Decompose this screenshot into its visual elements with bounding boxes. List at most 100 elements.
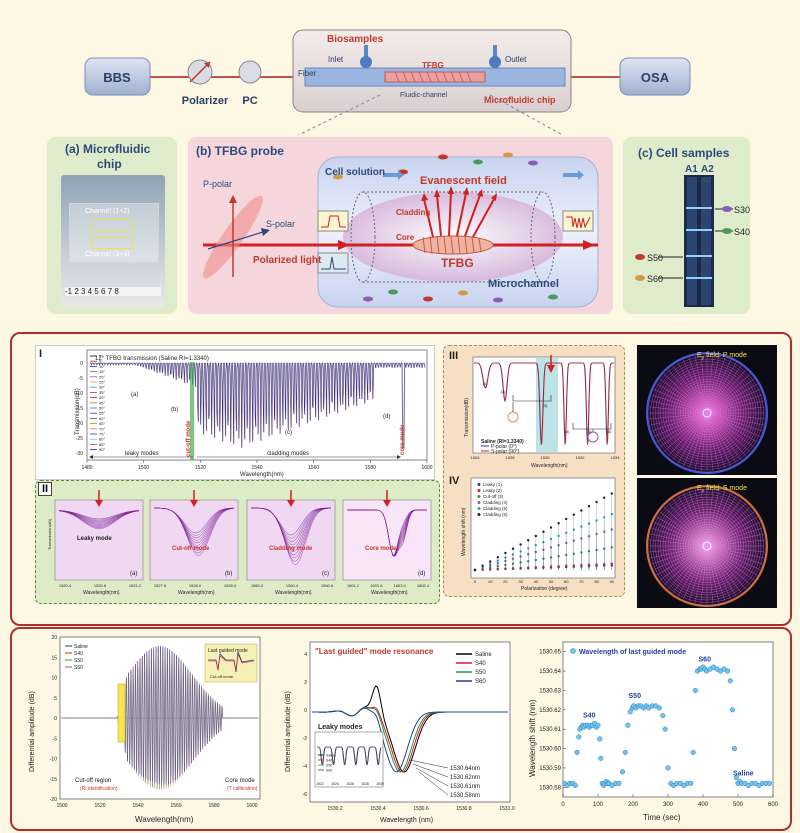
cutoff-region-sub: (RI identification) [80,786,118,792]
scatter-point [660,713,666,719]
scatter-ytick: 1530.61 [539,727,561,733]
scatter-xtick: 200 [628,802,639,808]
p1-legend-label: 85° [99,442,105,447]
microfluidic-chip-label: Microfluidic chip [484,95,556,105]
lg-ytick: -4 [303,764,308,770]
inlet-label: Inlet [328,55,344,64]
scatter-point [727,678,733,684]
leaky-curve [317,746,382,766]
p1-legend-label: 50° [99,406,105,411]
scatter-point [665,765,671,771]
diff-xlabel: Wavelength(nm) [135,815,194,824]
scatter-ytick: 1530.63 [539,688,561,694]
p1-xtick-label: 1540 [251,465,262,471]
p4-legend-label: Leaky (1) [483,482,502,487]
panel-b-title: (b) TFBG probe [196,144,284,158]
lg-xtick: 1530.6 [413,806,429,812]
scatter-point [619,769,626,775]
p4-legend-swatch [477,483,481,486]
sub-core-tag: (d) [418,571,425,577]
scatter-point [574,749,580,755]
last-guided-mode-label: Last guided mode [208,648,248,654]
s-polar-label: S-polar [266,219,295,229]
channel-bottom-label: Channel (3+4) [85,251,130,258]
lg-title: "Last guided" mode resonance [315,647,434,656]
p4-point [534,534,537,538]
field-s-mode: Ex field: S mode [637,478,777,608]
p3-ylabel: Transmission(dB) [464,398,470,437]
sub-cutoff: Cut-off mode (b) 1527.6 1528.0 1528.4 Wavelen… [149,490,239,596]
panel-a-title-2: chip [97,157,122,171]
roman-ii: II [38,482,53,496]
p4-point [565,517,568,521]
scatter-xtick: 500 [733,802,744,808]
p4-point [519,543,522,546]
scatter-point [625,722,631,728]
p3-saline: Saline (RI=1.3340) [481,439,524,445]
scatter-point [627,709,633,715]
p4-xlabel: Polarization (degree) [521,586,568,592]
leaky-xtick: 1530 [376,782,384,786]
p3-xtick: 1532 [576,455,586,460]
leaky-modes-label: leaky modes [125,451,159,457]
p4-point [610,492,613,495]
p-polar-label: P-polar [203,179,232,189]
sub-leaky: Leaky mode (a) 1520.4 1520.8 1521.2 Wavelengt… [54,490,144,596]
scatter-point [595,722,601,728]
label-b: (b) [171,407,178,413]
p1-xtick-label: 1500 [138,465,149,471]
p3-xtick: 1526 [471,455,481,460]
sub-core-label: Core mode [365,546,397,552]
p4-legend-swatch [477,489,481,492]
scatter-annotation: S40 [583,713,596,720]
scatter-ytick: 1530.65 [539,650,561,656]
lg-ytick: 2 [304,680,307,686]
field-s-label: Ex field: S mode [697,485,747,494]
lg-value: 1530.61nm [450,784,480,790]
scatter-point [766,780,773,786]
lg-ytick: -6 [303,792,308,798]
p4-legend-swatch [477,495,481,498]
p4-point [527,539,530,542]
tfbg-probe-label: TFBG [441,256,474,270]
scatter-ytick: 1530.59 [539,766,561,772]
wavelength-shift-chart: 1530.58 1530.59 1530.60 1530.61 1530.62 1530.… [528,641,779,822]
sub-core: Core mode (d) 1601.2 1601.6 1602.0 1602.4 Wave… [342,490,432,596]
sub-cladding-tick: 1560.2 [251,583,264,588]
p1-legend-label: 70° [99,426,105,431]
p3-xtick: 1528 [506,455,516,460]
p3-xtick: 1530 [541,455,551,460]
diff-legend-label: S50 [74,658,83,664]
scatter-annotation: S50 [629,693,642,700]
sub-cladding: Cladding mode (c) 1560.2 1560.4 1560.6 Wavele… [246,490,336,596]
scatter-point [616,780,622,786]
lg-xtick: 1531.0 [499,806,515,812]
sub-leaky-xlabel: Wavelength(nm) [83,590,120,596]
p4-point [595,500,598,504]
lg-value: 1530.64nm [450,766,480,772]
diff-xtick: 1600 [246,803,257,809]
p1-legend-label: 65° [99,421,105,426]
p4-ylabel: Wavelength shift (nm) [461,507,467,556]
diff-spectrum-line [62,646,258,785]
p4-xtick: 90 [610,579,615,584]
p4-xtick: 0 [474,579,477,584]
p4-point [489,560,492,563]
p4-point [542,530,545,533]
leaky-xtick: 1528 [361,782,369,786]
p4-legend-label: Cut-off (3) [483,494,504,499]
diff-ytick: 20 [51,635,57,641]
sub-core-tick: 1602.0 [394,583,407,588]
p1-xtick-label: 1560 [308,465,319,471]
p3-peak-label: (5) [587,429,593,434]
roman-iv: IV [449,475,460,487]
p3-peak-label: (4) [565,429,571,434]
p3-peak-label: (1) [483,381,489,386]
sub-core-tick: 1602.4 [417,583,430,588]
bbs-box [84,57,151,96]
sub-leaky-tick: 1520.8 [94,583,107,588]
scatter-point [724,668,731,674]
cladding-modes-label: cladding modes [267,451,309,457]
s40-label: S40 [734,227,750,237]
scatter-point [662,726,668,732]
